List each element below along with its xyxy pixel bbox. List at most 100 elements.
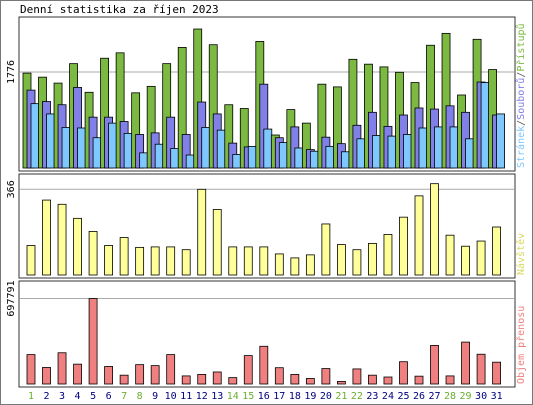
bar-hits-files-pages-Stránek-9 [154, 143, 164, 169]
bar-visits-Návštěv-1 [26, 245, 36, 276]
page-title: Denní statistika za říjen 2023 [20, 3, 219, 16]
bar-visits-Návštěv-12 [197, 188, 207, 276]
bar-kbytes-Objem-přenosu-20 [321, 368, 331, 385]
x-tick-label-15: 15 [242, 391, 254, 402]
bar-visits-Návštěv-13 [212, 209, 222, 276]
bar-hits-files-pages-Stránek-23 [372, 135, 381, 169]
bar-hits-files-pages-Stránek-26 [418, 127, 428, 169]
ytick-label-visits: 366 [6, 180, 17, 198]
bar-hits-files-pages-Stránek-8 [139, 152, 149, 169]
bar-kbytes-Objem-přenosu-3 [57, 352, 67, 385]
bar-kbytes-Objem-přenosu-30 [476, 353, 486, 385]
bar-kbytes-Objem-přenosu-4 [73, 363, 82, 385]
ytick-label-hits-files-pages: 1776 [6, 60, 17, 84]
bar-kbytes-Objem-přenosu-25 [399, 361, 408, 385]
bar-hits-files-pages-Stránek-16 [263, 128, 273, 169]
x-tick-label-2: 2 [44, 391, 50, 402]
x-tick-label-24: 24 [382, 391, 394, 402]
bar-visits-Návštěv-11 [181, 249, 191, 276]
bar-visits-Návštěv-30 [476, 240, 486, 276]
x-tick-label-22: 22 [351, 391, 363, 402]
bar-kbytes-Objem-přenosu-15 [243, 355, 253, 385]
x-tick-label-29: 29 [460, 391, 472, 402]
bar-visits-Návštěv-16 [259, 246, 269, 276]
bar-hits-files-pages-Stránek-27 [434, 126, 443, 169]
bar-kbytes-Objem-přenosu-27 [430, 345, 439, 385]
bar-hits-files-pages-Stránek-14 [232, 154, 242, 169]
x-tick-label-13: 13 [211, 391, 223, 402]
bar-kbytes-Objem-přenosu-23 [368, 374, 377, 385]
bar-hits-files-pages-Stránek-3 [61, 127, 71, 169]
bar-visits-Návštěv-8 [135, 246, 145, 276]
bar-hits-files-pages-Stránek-17 [278, 142, 288, 169]
bar-hits-files-pages-Stránek-30 [480, 82, 490, 169]
legend-entry-Souborů: Souborů [515, 78, 527, 120]
x-tick-label-30: 30 [475, 391, 487, 402]
bar-hits-files-pages-Stránek-5 [92, 137, 102, 169]
bar-visits-Návštěv-6 [104, 245, 113, 276]
bar-kbytes-Objem-přenosu-21 [336, 381, 346, 385]
x-tick-label-17: 17 [273, 391, 285, 402]
legend-visits: Návštěv [515, 233, 527, 275]
x-tick-label-19: 19 [304, 391, 316, 402]
bar-kbytes-Objem-přenosu-26 [414, 375, 424, 385]
legend-entry-Objem-přenosu: Objem přenosu [515, 306, 527, 384]
bar-visits-Návštěv-10 [166, 246, 176, 276]
x-tick-label-12: 12 [196, 391, 208, 402]
bar-kbytes-Objem-přenosu-19 [305, 378, 315, 385]
legend-entry-separator: / [516, 120, 527, 126]
bar-kbytes-Objem-přenosu-12 [197, 374, 207, 385]
x-tick-label-18: 18 [289, 391, 301, 402]
bar-kbytes-Objem-přenosu-22 [352, 368, 362, 385]
ytick-label-kbytes: 697791 [6, 280, 17, 316]
bar-hits-files-pages-Stránek-25 [403, 134, 412, 169]
bar-kbytes-Objem-přenosu-11 [181, 375, 191, 385]
bar-kbytes-Objem-přenosu-28 [445, 375, 455, 385]
bar-kbytes-Objem-přenosu-9 [150, 365, 160, 385]
bar-visits-Návštěv-14 [228, 246, 238, 276]
legend-entry-Stránek: Stránek [515, 126, 527, 168]
bar-kbytes-Objem-přenosu-5 [88, 298, 98, 385]
x-tick-label-26: 26 [413, 391, 425, 402]
bar-visits-Návštěv-4 [73, 217, 82, 276]
bar-kbytes-Objem-přenosu-18 [290, 374, 300, 385]
legend-entry-Návštěv: Návštěv [515, 233, 527, 275]
bar-visits-Návštěv-20 [321, 223, 331, 276]
bar-visits-Návštěv-3 [57, 203, 67, 276]
bar-visits-Návštěv-19 [305, 254, 315, 276]
x-tick-label-31: 31 [491, 391, 503, 402]
bar-kbytes-Objem-přenosu-2 [42, 367, 51, 385]
bar-kbytes-Objem-přenosu-14 [228, 377, 238, 385]
bar-visits-Návštěv-26 [414, 195, 424, 276]
x-tick-label-23: 23 [366, 391, 378, 402]
bar-visits-Návštěv-27 [430, 183, 439, 276]
bar-visits-Návštěv-28 [445, 234, 455, 276]
x-tick-label-20: 20 [320, 391, 332, 402]
legend-kbytes: Objem přenosu [515, 306, 527, 384]
bar-hits-files-pages-Stránek-31 [496, 113, 506, 169]
bar-hits-files-pages-Stránek-12 [201, 127, 211, 169]
bar-hits-files-pages-Stránek-15 [247, 145, 257, 169]
bar-hits-files-pages-Stránek-21 [340, 151, 350, 169]
bar-hits-files-pages-Stránek-2 [46, 113, 55, 169]
bar-hits-files-pages-Stránek-19 [309, 150, 319, 169]
bar-visits-Návštěv-25 [399, 216, 408, 276]
bar-hits-files-pages-Stránek-11 [185, 154, 195, 169]
bar-hits-files-pages-Stránek-24 [387, 135, 397, 169]
bar-hits-files-pages-Stránek-29 [465, 138, 474, 169]
bar-visits-Návštěv-2 [42, 199, 51, 276]
x-tick-label-7: 7 [121, 391, 127, 402]
bar-kbytes-Objem-přenosu-1 [26, 354, 36, 385]
x-tick-label-21: 21 [335, 391, 347, 402]
bar-hits-files-pages-Stránek-6 [108, 122, 117, 169]
bar-kbytes-Objem-přenosu-31 [492, 361, 502, 385]
x-tick-label-4: 4 [75, 391, 81, 402]
bar-hits-files-pages-Stránek-1 [30, 103, 40, 169]
bar-visits-Návštěv-7 [119, 237, 129, 276]
x-tick-label-11: 11 [180, 391, 192, 402]
bar-visits-Návštěv-17 [274, 253, 284, 276]
legend-entry-Přístupů: Přístupů [515, 23, 527, 71]
x-tick-label-16: 16 [258, 391, 270, 402]
